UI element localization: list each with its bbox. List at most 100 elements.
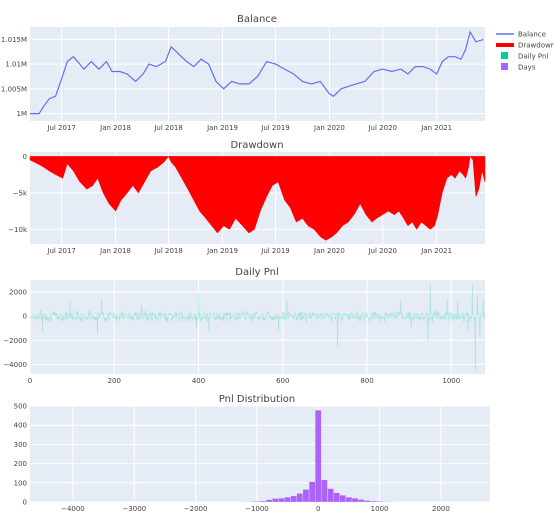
pnl-distribution-y-tick-label: 300: [14, 441, 27, 449]
pnl-distribution-y-tick-label: 0: [23, 499, 27, 507]
daily-pnl-y-tick-label: −4000: [3, 361, 27, 369]
daily-pnl-plot-area: [30, 280, 485, 374]
balance-x-tick-label: Jul 2019: [260, 124, 290, 132]
drawdown-x-tick-label: Jul 2019: [260, 247, 290, 255]
pnl-distribution-bar: [272, 498, 279, 503]
pnl-distribution-x-tick-label: −3000: [122, 505, 146, 513]
balance-y-tick-label: 1.005M: [1, 85, 27, 93]
pnl-distribution-y-tick-label: 100: [14, 479, 27, 487]
pnl-distribution-bar: [278, 498, 285, 503]
balance-x-tick-label: Jul 2018: [153, 124, 183, 132]
pnl-distribution-bar: [364, 500, 371, 503]
pnl-distribution-x-tick-label: −4000: [61, 505, 85, 513]
pnl-distribution-y-tick-label: 400: [14, 422, 27, 430]
daily-pnl-x-tick-label: 1000: [442, 377, 460, 385]
daily-pnl-x-tick-label: 400: [192, 377, 205, 385]
legend-item-balance[interactable]: Balance: [496, 31, 546, 39]
balance-y-tick-label: 1.01M: [5, 61, 27, 69]
daily-pnl-title: Daily Pnl: [235, 267, 278, 278]
pnl-distribution-tick-labels: −4000 −3000 −2000 −1000 0 1000 2000 0 100 200 300 4…: [14, 403, 450, 514]
balance-x-tick-label: Jul 2017: [46, 124, 76, 132]
drawdown-tick-labels: Jul 2017 Jan 2018 Jul 2018 Jan 2019 Jul 2019…: [8, 153, 452, 255]
pnl-distribution-bar: [315, 410, 322, 503]
daily-pnl-x-tick-label: 0: [28, 377, 32, 385]
legend-item-drawdown[interactable]: Drawdown: [496, 42, 554, 50]
legend-swatch-daily-pnl: [501, 52, 508, 59]
drawdown-y-tick-label: −10k: [8, 226, 28, 234]
daily-pnl-y-tick-label: −2000: [3, 337, 27, 345]
pnl-distribution-bar: [265, 499, 273, 503]
balance-gridlines: [30, 27, 485, 121]
drawdown-x-tick-label: Jul 2018: [153, 247, 183, 255]
legend[interactable]: Balance Drawdown Daily Pnl Days: [496, 31, 554, 72]
legend-swatch-days: [501, 63, 508, 70]
balance-x-tick-label: Jan 2021: [420, 124, 452, 132]
balance-line: [30, 30, 484, 115]
pnl-distribution-y-tick-label: 200: [14, 460, 27, 468]
pnl-distribution-bar: [351, 498, 359, 503]
pnl-distribution-bar: [302, 489, 310, 503]
pnl-distribution-bar: [321, 479, 328, 503]
drawdown-y-tick-label: −5k: [13, 189, 28, 197]
legend-label-balance: Balance: [518, 31, 546, 39]
legend-label-days: Days: [518, 64, 536, 72]
daily-pnl-gridlines: [29, 280, 485, 374]
drawdown-panel: Jul 2017 Jan 2018 Jul 2018 Jan 2019 Jul 2019…: [8, 140, 486, 255]
pnl-distribution-bar: [327, 488, 334, 503]
balance-x-tick-label: Jan 2018: [99, 124, 131, 132]
pnl-distribution-gridlines: [30, 405, 490, 503]
pnl-distribution-bar: [290, 495, 297, 503]
daily-pnl-line: [29, 282, 485, 372]
pnl-distribution-x-tick-label: 0: [316, 505, 320, 513]
balance-plot-area: [30, 27, 485, 121]
pnl-distribution-bar: [357, 499, 365, 503]
drawdown-y-tick-label: 0: [23, 153, 27, 161]
pnl-distribution-x-tick-label: −1000: [245, 505, 269, 513]
drawdown-x-tick-label: Jan 2021: [420, 247, 452, 255]
pnl-distribution-series: [241, 410, 396, 503]
pnl-distribution-bar: [333, 492, 340, 503]
pnl-distribution-x-tick-label: 1000: [371, 505, 389, 513]
drawdown-x-tick-label: Jul 2017: [46, 247, 76, 255]
daily-pnl-y-tick-label: 2000: [9, 289, 27, 297]
balance-y-tick-label: 1.015M: [1, 36, 27, 44]
balance-tick-labels: Jul 2017 Jan 2018 Jul 2018 Jan 2019 Jul 2019…: [1, 36, 452, 132]
pnl-distribution-bar: [370, 500, 377, 503]
drawdown-title: Drawdown: [230, 140, 283, 151]
balance-y-tick-label: 1M: [17, 110, 28, 118]
drawdown-series: [29, 155, 486, 241]
legend-item-daily-pnl[interactable]: Daily Pnl: [501, 52, 548, 61]
pnl-distribution-bar: [259, 500, 267, 503]
daily-pnl-series: [29, 282, 485, 372]
drawdown-x-tick-label: Jan 2020: [313, 247, 345, 255]
pnl-distribution-bar: [376, 501, 383, 503]
balance-title: Balance: [237, 14, 277, 25]
pnl-distribution-bar: [339, 495, 346, 503]
balance-x-tick-label: Jul 2020: [367, 124, 397, 132]
balance-series: [30, 30, 484, 115]
legend-swatch-drawdown: [496, 43, 514, 47]
daily-pnl-y-tick-label: 0: [23, 313, 27, 321]
legend-item-days[interactable]: Days: [501, 63, 536, 72]
pnl-distribution-bar: [284, 497, 291, 503]
pnl-distribution-bar: [253, 501, 261, 503]
pnl-distribution-bar: [345, 497, 353, 503]
daily-pnl-tick-labels: 0 200 400 600 800 1000 2000 0 −2000 −4000: [3, 289, 460, 385]
pnl-distribution-panel: −4000 −3000 −2000 −1000 0 1000 2000 0 100 200 300 4…: [14, 394, 490, 513]
drawdown-area: [29, 155, 486, 241]
pnl-distribution-x-tick-label: −2000: [184, 505, 208, 513]
pnl-distribution-y-tick-label: 500: [14, 403, 27, 411]
pnl-distribution-bar: [296, 493, 304, 503]
legend-label-daily-pnl: Daily Pnl: [518, 53, 548, 61]
balance-x-tick-label: Jan 2020: [313, 124, 345, 132]
balance-x-tick-label: Jan 2019: [206, 124, 238, 132]
daily-pnl-panel: 0 200 400 600 800 1000 2000 0 −2000 −4000 Daily P…: [3, 267, 485, 385]
pnl-distribution-bar: [308, 481, 316, 503]
drawdown-x-tick-label: Jan 2018: [99, 247, 131, 255]
pnl-distribution-plot-area: [30, 406, 490, 502]
drawdown-x-tick-label: Jul 2020: [367, 247, 397, 255]
pnl-distribution-x-tick-label: 2000: [432, 505, 450, 513]
daily-pnl-x-tick-label: 200: [108, 377, 121, 385]
pnl-distribution-title: Pnl Distribution: [219, 394, 296, 405]
